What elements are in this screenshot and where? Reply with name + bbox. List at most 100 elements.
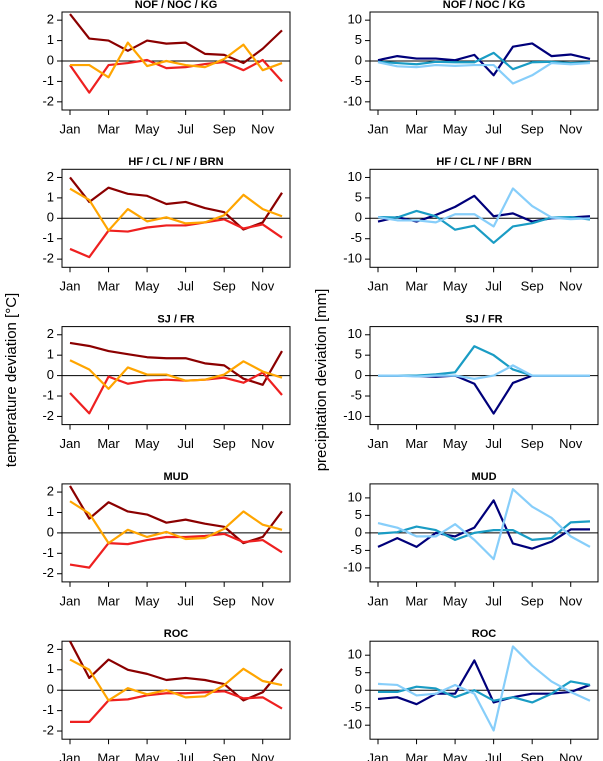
y-tick-label: 5 — [355, 347, 362, 362]
panel: ROC -2 -1 0 1 2 Jan Mar May Jul Sep Nov — [42, 628, 291, 761]
y-tick-label: 2 — [47, 169, 54, 184]
x-tick-label: Jul — [177, 436, 194, 451]
x-tick-label: Sep — [213, 121, 236, 136]
x-tick-label: Mar — [97, 279, 120, 294]
panel: MUD -10 -5 0 5 10 Jan Mar May Jul Sep Nov — [343, 471, 599, 608]
x-tick-label: May — [443, 751, 468, 761]
x-tick-label: Nov — [251, 436, 275, 451]
panel-title: NOF / NOC / KG — [135, 0, 218, 11]
x-tick-label: Nov — [559, 593, 583, 608]
x-tick-label: May — [443, 436, 468, 451]
x-tick-label: Jul — [485, 593, 502, 608]
x-tick-label: Jul — [485, 751, 502, 761]
x-tick-label: Sep — [213, 279, 236, 294]
y-tick-label: 0 — [47, 52, 54, 67]
x-tick-label: Jul — [177, 593, 194, 608]
y-tick-label: -1 — [42, 702, 54, 717]
y-tick-label: -2 — [42, 565, 54, 580]
x-tick-label: Sep — [213, 436, 236, 451]
y-tick-label: -2 — [42, 408, 54, 423]
y-tick-label: 10 — [348, 326, 362, 341]
y-tick-label: 0 — [355, 210, 362, 225]
x-tick-label: Jan — [368, 121, 389, 136]
panel-title: HF / CL / NF / BRN — [436, 156, 531, 168]
y-tick-label: -10 — [343, 251, 362, 266]
x-tick-label: Nov — [251, 279, 275, 294]
data-line — [70, 41, 283, 79]
panel-title: NOF / NOC / KG — [443, 0, 526, 11]
x-tick-label: May — [135, 121, 160, 136]
x-tick-label: Nov — [559, 436, 583, 451]
x-tick-label: Jul — [177, 279, 194, 294]
panel-title: SJ / FR — [157, 314, 194, 326]
y-tick-label: 0 — [47, 367, 54, 382]
y-tick-label: -5 — [350, 542, 362, 557]
y-tick-label: 5 — [355, 189, 362, 204]
panel-title: MUD — [471, 471, 496, 483]
y-tick-label: -1 — [42, 545, 54, 560]
x-tick-label: Nov — [251, 593, 275, 608]
x-tick-label: Nov — [251, 121, 275, 136]
data-line — [69, 500, 283, 545]
x-tick-label: Jul — [485, 279, 502, 294]
data-line — [69, 58, 283, 94]
x-tick-label: Jul — [485, 121, 502, 136]
data-line — [377, 209, 591, 244]
data-line — [69, 218, 283, 259]
y-tick-label: 1 — [47, 504, 54, 519]
y-tick-label: 0 — [355, 367, 362, 382]
panel: NOF / NOC / KG -10 -5 0 5 10 Jan Mar May Jul Sep No… — [343, 0, 599, 136]
x-tick-label: Mar — [405, 593, 428, 608]
panel-title: HF / CL / NF / BRN — [128, 156, 223, 168]
y-tick-label: 2 — [47, 12, 54, 27]
data-line — [377, 520, 591, 541]
x-tick-label: May — [443, 593, 468, 608]
x-tick-label: Mar — [97, 593, 120, 608]
x-tick-label: Nov — [559, 279, 583, 294]
y-tick-label: -2 — [42, 251, 54, 266]
x-tick-label: Sep — [521, 121, 544, 136]
y-tick-label: -10 — [343, 408, 362, 423]
data-line — [377, 187, 591, 228]
x-tick-label: May — [135, 751, 160, 761]
x-tick-label: Sep — [213, 593, 236, 608]
y-tick-label: 0 — [47, 210, 54, 225]
x-tick-label: Sep — [213, 751, 236, 761]
data-line — [69, 187, 283, 232]
x-tick-label: May — [443, 279, 468, 294]
data-line — [377, 659, 591, 706]
y-tick-label: 0 — [355, 682, 362, 697]
y-tick-label: 1 — [47, 347, 54, 362]
x-tick-label: Jul — [485, 436, 502, 451]
panel-title: SJ / FR — [465, 314, 502, 326]
panel-title: ROC — [164, 628, 189, 640]
y-tick-label: -5 — [350, 387, 362, 402]
y-tick-label: 2 — [47, 326, 54, 341]
x-tick-label: Jan — [368, 593, 389, 608]
data-line — [377, 645, 591, 732]
y-tick-label: 10 — [348, 647, 362, 662]
data-line — [378, 345, 590, 377]
x-tick-label: Mar — [405, 121, 428, 136]
y-tick-label: 1 — [47, 189, 54, 204]
y-tick-label: -1 — [42, 73, 54, 88]
x-tick-label: Jan — [60, 436, 81, 451]
x-tick-label: Jan — [60, 593, 81, 608]
x-tick-label: Sep — [521, 593, 544, 608]
x-tick-label: Jan — [60, 121, 81, 136]
data-line — [377, 51, 591, 71]
data-line — [378, 680, 591, 704]
panel: HF / CL / NF / BRN -2 -1 0 1 2 Jan Mar May Jul Sep… — [42, 156, 291, 294]
x-tick-label: Mar — [97, 751, 120, 761]
panel: SJ / FR -10 -5 0 5 10 Jan Mar May Jul Sep Nov — [343, 314, 599, 451]
x-tick-label: Jul — [177, 751, 194, 761]
data-line — [69, 359, 283, 390]
panel: SJ / FR -2 -1 0 1 2 Jan Mar May Jul Sep Nov — [42, 314, 291, 451]
data-line — [378, 364, 590, 380]
x-tick-label: Mar — [97, 436, 120, 451]
data-line — [378, 374, 590, 415]
panel: HF / CL / NF / BRN -10 -5 0 5 10 Jan Mar May Jul S… — [343, 156, 599, 294]
y-tick-label: -10 — [343, 717, 362, 732]
y-axis-label: precipitation deviation [mm] — [313, 289, 330, 472]
